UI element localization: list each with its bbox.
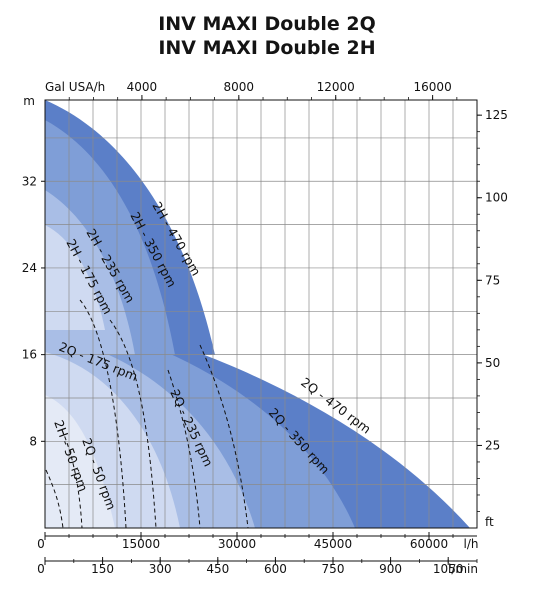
tick-label-lh: 15000: [122, 537, 160, 551]
dashed-curve-2: [61, 429, 83, 528]
tick-label-m: 16: [22, 348, 37, 362]
tick-label-lmin: 0: [37, 562, 45, 576]
tick-label-galh: 8000: [224, 80, 255, 94]
chart-title: INV MAXI Double 2Q: [158, 13, 376, 35]
tick-label-lmin: 900: [379, 562, 402, 576]
band-2q-50: [45, 395, 115, 528]
tick-label-lmin: 1050: [433, 562, 464, 576]
dashed-curves: [45, 299, 249, 528]
tick-label-m: 8: [29, 434, 37, 448]
axis-unit-galh: Gal USA/h: [45, 80, 105, 94]
tick-label-ft: 25: [485, 438, 500, 452]
dashed-curve-4: [109, 319, 157, 528]
axis-unit-m: m: [23, 94, 35, 108]
tick-label-lmin: 300: [149, 562, 172, 576]
tick-label-lh: 60000: [410, 537, 448, 551]
dashed-curve-6: [199, 344, 249, 528]
band-2h-175: [45, 225, 105, 330]
axis-unit-lh: l/h: [464, 537, 479, 551]
plot-frame: [44, 99, 478, 529]
axis-unit-lmin: l/min: [448, 562, 478, 576]
dashed-curve-1: [45, 469, 64, 528]
tick-label-lh: 30000: [218, 537, 256, 551]
grid: [45, 100, 477, 528]
tick-label-galh: 16000: [414, 80, 452, 94]
tick-label-lmin: 750: [322, 562, 345, 576]
tick-label-lh: 45000: [314, 537, 352, 551]
tick-label-ft: 50: [485, 356, 500, 370]
tick-label-ft: 75: [485, 273, 500, 287]
tick-label-lmin: 450: [206, 562, 229, 576]
tick-label-galh: 12000: [317, 80, 355, 94]
dashed-curve-5: [167, 369, 201, 528]
tick-label-lh: 0: [37, 537, 45, 551]
tick-label-m: 32: [22, 174, 37, 188]
chart-subtitle: INV MAXI Double 2H: [158, 37, 376, 59]
tick-label-ft: 100: [485, 191, 508, 205]
axis-unit-ft: ft: [485, 515, 494, 529]
curve-bands: [45, 100, 470, 528]
tick-label-lmin: 150: [91, 562, 114, 576]
dashed-curve-3: [79, 299, 127, 528]
tick-label-m: 24: [22, 261, 37, 275]
tick-label-galh: 4000: [127, 80, 158, 94]
axes: 8 16 24 32 m 25 50 75 100 125 ft 4000 8000 12000 16000…: [22, 80, 508, 576]
tick-label-lmin: 600: [264, 562, 287, 576]
tick-label-ft: 125: [485, 108, 508, 122]
